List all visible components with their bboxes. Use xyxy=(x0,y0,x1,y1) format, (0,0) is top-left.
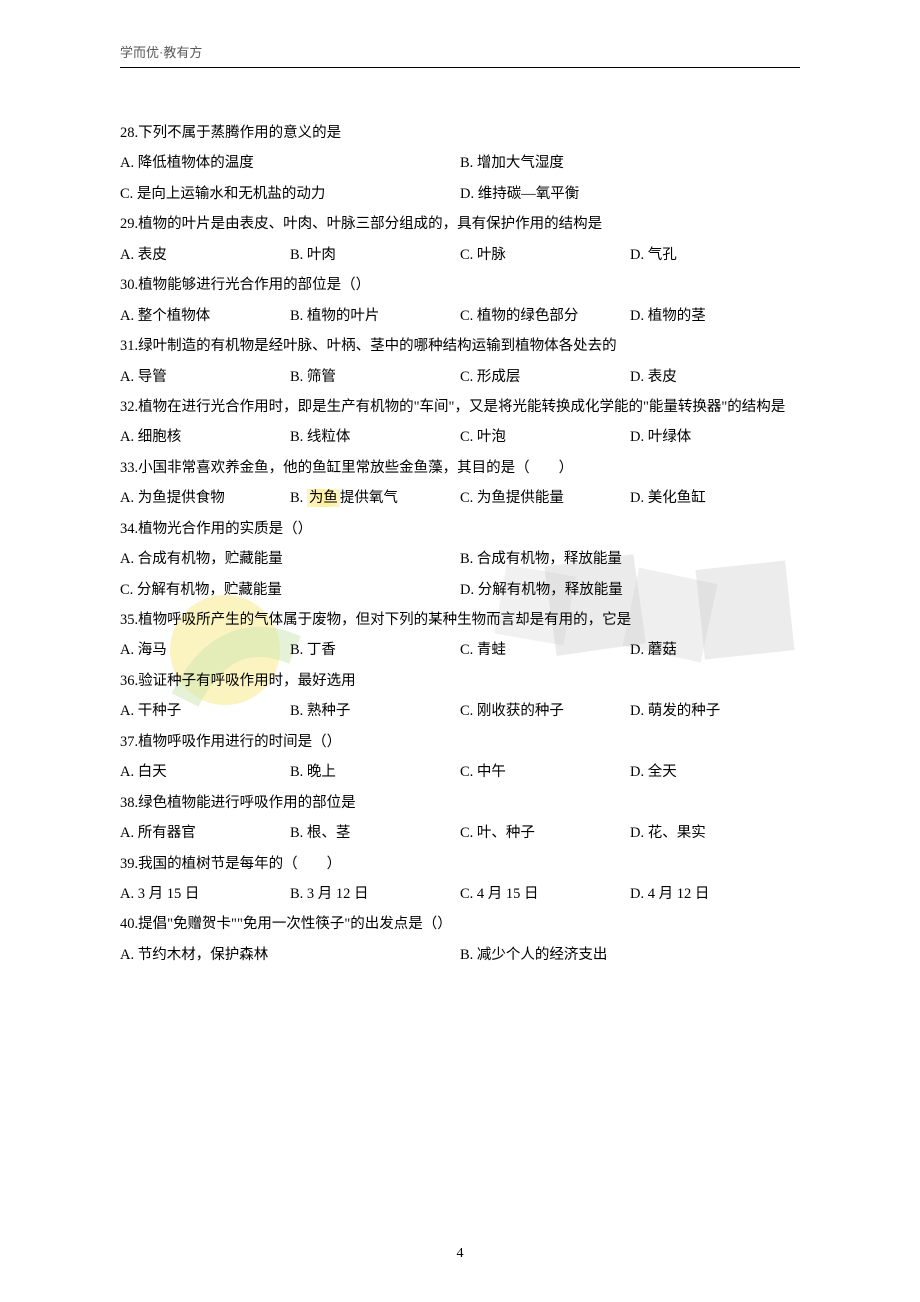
question-text: 40.提倡"免赠贺卡""免用一次性筷子"的出发点是（） xyxy=(120,909,800,939)
option: B. 线粒体 xyxy=(290,422,460,452)
option: C. 中午 xyxy=(460,757,630,787)
option: C. 叶、种子 xyxy=(460,818,630,848)
content-body: 28.下列不属于蒸腾作用的意义的是A. 降低植物体的温度B. 增加大气湿度C. … xyxy=(120,118,800,970)
option: A. 干种子 xyxy=(120,696,290,726)
option: B. 熟种子 xyxy=(290,696,460,726)
option: A. 表皮 xyxy=(120,240,290,270)
option: B. 增加大气湿度 xyxy=(460,148,800,178)
option: A. 整个植物体 xyxy=(120,301,290,331)
option: B. 丁香 xyxy=(290,635,460,665)
options-row: A. 表皮B. 叶肉C. 叶脉D. 气孔 xyxy=(120,240,800,270)
option: D. 蘑菇 xyxy=(630,635,800,665)
header-rule xyxy=(120,67,800,68)
header-brand: 学而优·教有方 xyxy=(120,42,800,61)
option: C. 为鱼提供能量 xyxy=(460,483,630,513)
option: B. 叶肉 xyxy=(290,240,460,270)
option: B. 合成有机物，释放能量 xyxy=(460,544,800,574)
option: D. 气孔 xyxy=(630,240,800,270)
option: C. 4 月 15 日 xyxy=(460,879,630,909)
question-39: 39.我国的植树节是每年的（ ）A. 3 月 15 日B. 3 月 12 日C.… xyxy=(120,849,800,910)
options-row: A. 所有器官B. 根、茎C. 叶、种子D. 花、果实 xyxy=(120,818,800,848)
question-29: 29.植物的叶片是由表皮、叶肉、叶脉三部分组成的，具有保护作用的结构是A. 表皮… xyxy=(120,209,800,270)
question-text: 37.植物呼吸作用进行的时间是（） xyxy=(120,727,800,757)
option: D. 维持碳—氧平衡 xyxy=(460,179,800,209)
option: D. 花、果实 xyxy=(630,818,800,848)
option: C. 叶脉 xyxy=(460,240,630,270)
option: A. 合成有机物，贮藏能量 xyxy=(120,544,460,574)
option: D. 叶绿体 xyxy=(630,422,800,452)
option: B. 根、茎 xyxy=(290,818,460,848)
options-row: A. 导管B. 筛管C. 形成层D. 表皮 xyxy=(120,362,800,392)
option: B. 3 月 12 日 xyxy=(290,879,460,909)
options-row: A. 整个植物体B. 植物的叶片C. 植物的绿色部分D. 植物的茎 xyxy=(120,301,800,331)
question-text: 36.验证种子有呼吸作用时，最好选用 xyxy=(120,666,800,696)
question-text: 31.绿叶制造的有机物是经叶脉、叶柄、茎中的哪种结构运输到植物体各处去的 xyxy=(120,331,800,361)
option: A. 3 月 15 日 xyxy=(120,879,290,909)
options-row: A. 节约木材，保护森林B. 减少个人的经济支出 xyxy=(120,940,800,970)
option: C. 刚收获的种子 xyxy=(460,696,630,726)
options-row: A. 白天B. 晚上C. 中午D. 全天 xyxy=(120,757,800,787)
question-30: 30.植物能够进行光合作用的部位是（）A. 整个植物体B. 植物的叶片C. 植物… xyxy=(120,270,800,331)
option: D. 萌发的种子 xyxy=(630,696,800,726)
question-31: 31.绿叶制造的有机物是经叶脉、叶柄、茎中的哪种结构运输到植物体各处去的A. 导… xyxy=(120,331,800,392)
option: D. 表皮 xyxy=(630,362,800,392)
option: B. 为鱼提供氧气 xyxy=(290,483,460,513)
option: A. 所有器官 xyxy=(120,818,290,848)
option: D. 美化鱼缸 xyxy=(630,483,800,513)
page-number: 4 xyxy=(0,1246,920,1262)
option: A. 节约木材，保护森林 xyxy=(120,940,460,970)
option: B. 减少个人的经济支出 xyxy=(460,940,800,970)
options-row: A. 干种子B. 熟种子C. 刚收获的种子D. 萌发的种子 xyxy=(120,696,800,726)
question-text: 29.植物的叶片是由表皮、叶肉、叶脉三部分组成的，具有保护作用的结构是 xyxy=(120,209,800,239)
question-36: 36.验证种子有呼吸作用时，最好选用A. 干种子B. 熟种子C. 刚收获的种子D… xyxy=(120,666,800,727)
option: B. 筛管 xyxy=(290,362,460,392)
question-text: 34.植物光合作用的实质是（） xyxy=(120,514,800,544)
option: C. 分解有机物，贮藏能量 xyxy=(120,575,460,605)
question-32: 32.植物在进行光合作用时，即是生产有机物的"车间"，又是将光能转换成化学能的"… xyxy=(120,392,800,453)
question-text: 39.我国的植树节是每年的（ ） xyxy=(120,849,800,879)
option: A. 白天 xyxy=(120,757,290,787)
option: C. 是向上运输水和无机盐的动力 xyxy=(120,179,460,209)
option: C. 叶泡 xyxy=(460,422,630,452)
option: B. 植物的叶片 xyxy=(290,301,460,331)
question-text: 35.植物呼吸所产生的气体属于废物，但对下列的某种生物而言却是有用的，它是 xyxy=(120,605,800,635)
question-text: 38.绿色植物能进行呼吸作用的部位是 xyxy=(120,788,800,818)
options-row: A. 降低植物体的温度B. 增加大气湿度C. 是向上运输水和无机盐的动力D. 维… xyxy=(120,148,800,209)
options-row: A. 合成有机物，贮藏能量B. 合成有机物，释放能量C. 分解有机物，贮藏能量D… xyxy=(120,544,800,605)
option: D. 分解有机物，释放能量 xyxy=(460,575,800,605)
option: D. 植物的茎 xyxy=(630,301,800,331)
option: D. 全天 xyxy=(630,757,800,787)
question-28: 28.下列不属于蒸腾作用的意义的是A. 降低植物体的温度B. 增加大气湿度C. … xyxy=(120,118,800,209)
option: B. 晚上 xyxy=(290,757,460,787)
option: A. 海马 xyxy=(120,635,290,665)
option: C. 植物的绿色部分 xyxy=(460,301,630,331)
highlight: 为鱼 xyxy=(307,489,340,507)
question-35: 35.植物呼吸所产生的气体属于废物，但对下列的某种生物而言却是有用的，它是A. … xyxy=(120,605,800,666)
page-container: 学而优·教有方 28.下列不属于蒸腾作用的意义的是A. 降低植物体的温度B. 增… xyxy=(0,0,920,970)
question-text: 28.下列不属于蒸腾作用的意义的是 xyxy=(120,118,800,148)
option: C. 青蛙 xyxy=(460,635,630,665)
question-34: 34.植物光合作用的实质是（）A. 合成有机物，贮藏能量B. 合成有机物，释放能… xyxy=(120,514,800,605)
option: D. 4 月 12 日 xyxy=(630,879,800,909)
question-37: 37.植物呼吸作用进行的时间是（）A. 白天B. 晚上C. 中午D. 全天 xyxy=(120,727,800,788)
question-40: 40.提倡"免赠贺卡""免用一次性筷子"的出发点是（）A. 节约木材，保护森林B… xyxy=(120,909,800,970)
options-row: A. 细胞核B. 线粒体C. 叶泡D. 叶绿体 xyxy=(120,422,800,452)
option: C. 形成层 xyxy=(460,362,630,392)
option: A. 细胞核 xyxy=(120,422,290,452)
question-text: 30.植物能够进行光合作用的部位是（） xyxy=(120,270,800,300)
question-text: 32.植物在进行光合作用时，即是生产有机物的"车间"，又是将光能转换成化学能的"… xyxy=(120,392,800,422)
option: A. 导管 xyxy=(120,362,290,392)
options-row: A. 为鱼提供食物B. 为鱼提供氧气C. 为鱼提供能量D. 美化鱼缸 xyxy=(120,483,800,513)
options-row: A. 海马B. 丁香C. 青蛙D. 蘑菇 xyxy=(120,635,800,665)
question-33: 33.小国非常喜欢养金鱼，他的鱼缸里常放些金鱼藻，其目的是（ ）A. 为鱼提供食… xyxy=(120,453,800,514)
options-row: A. 3 月 15 日B. 3 月 12 日C. 4 月 15 日D. 4 月 … xyxy=(120,879,800,909)
question-38: 38.绿色植物能进行呼吸作用的部位是A. 所有器官B. 根、茎C. 叶、种子D.… xyxy=(120,788,800,849)
question-text: 33.小国非常喜欢养金鱼，他的鱼缸里常放些金鱼藻，其目的是（ ） xyxy=(120,453,800,483)
option: A. 为鱼提供食物 xyxy=(120,483,290,513)
option: A. 降低植物体的温度 xyxy=(120,148,460,178)
